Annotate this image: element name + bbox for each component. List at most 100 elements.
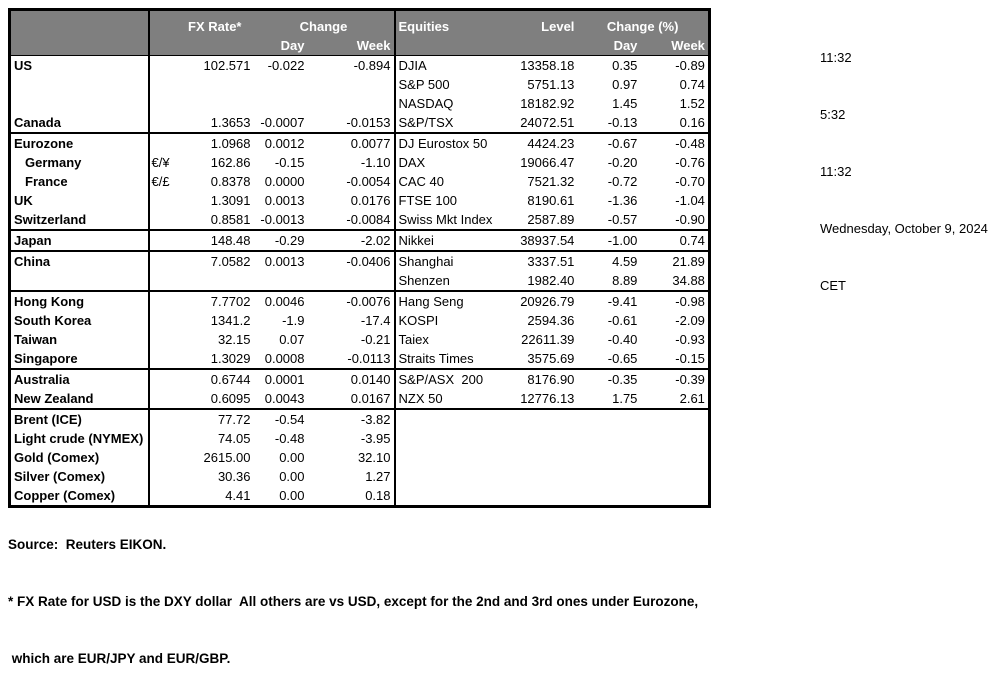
cell-equity-level: 8176.90 bbox=[495, 367, 578, 389]
table-row: Silver (Comex) 30.36 0.00 1.27 bbox=[9, 466, 710, 486]
cell-fx-rate: 0.8378 bbox=[210, 173, 251, 189]
cell-equity-week: -0.70 bbox=[675, 173, 705, 189]
cell-label: UK bbox=[9, 190, 150, 210]
cell-fx-rate: 1.3029 bbox=[210, 350, 251, 366]
cell-equity-level: 2587.89 bbox=[527, 211, 575, 227]
cell-fx-rate: 77.72 bbox=[176, 407, 254, 429]
header-equity-day: Day bbox=[577, 35, 641, 56]
cell-pair bbox=[148, 131, 177, 153]
cell-fx-week: -0.0406 bbox=[307, 249, 396, 271]
table-row: China 7.0582 0.0013 -0.0406 Shanghai 3337.51 4… bbox=[9, 249, 710, 271]
cell-fx-day: 0.07 bbox=[279, 331, 305, 347]
cell-fx-day: 0.00 bbox=[279, 449, 305, 465]
cell-equity-level: 38937.54 bbox=[495, 228, 578, 251]
header-row-2: Day Week Day Week bbox=[9, 35, 710, 56]
cell-fx-rate: 30.36 bbox=[217, 468, 251, 484]
cell-fx-week: 0.0176 bbox=[307, 190, 396, 210]
cell-equity-day: 1.45 bbox=[612, 95, 638, 111]
cell-fx-rate bbox=[177, 75, 254, 94]
cell-equity-name: FTSE 100 bbox=[398, 192, 458, 208]
cell-fx-rate: 7.0582 bbox=[176, 249, 254, 271]
cell-fx-rate: 7.7702 bbox=[176, 289, 254, 311]
cell-equity-level bbox=[495, 448, 577, 467]
header-blank-cell bbox=[9, 35, 150, 56]
cell-fx-week: -0.0153 bbox=[307, 112, 396, 133]
cell-equity-level: 22611.39 bbox=[521, 331, 575, 347]
footnotes: Source: Reuters EIKON. * FX Rate for USD… bbox=[8, 497, 698, 687]
cell-equity-week bbox=[640, 467, 709, 486]
fx-note-line-1: * FX Rate for USD is the DXY dollar All … bbox=[8, 594, 699, 609]
cell-fx-week: 0.0167 bbox=[307, 388, 396, 409]
header-blank-cell bbox=[394, 35, 496, 56]
cell-pair bbox=[149, 389, 177, 409]
cell-equity-week: 2.61 bbox=[679, 390, 705, 406]
cell-equity-day: -0.40 bbox=[607, 331, 638, 347]
cell-pair bbox=[148, 249, 177, 271]
cell-equity-day: 1.75 bbox=[612, 390, 638, 406]
cell-label: Eurozone bbox=[9, 131, 150, 153]
cell-label bbox=[9, 74, 150, 94]
cell-label: Silver (Comex) bbox=[9, 466, 150, 486]
cell-fx-day: -1.9 bbox=[282, 312, 305, 328]
cell-fx-week: 32.10 bbox=[307, 447, 396, 467]
header-change: Change bbox=[253, 9, 396, 36]
cell-fx-week: -0.894 bbox=[307, 55, 396, 75]
table-row: S&P 500 5751.13 0.97 0.74 bbox=[9, 74, 710, 94]
cell-fx-day: 0.00 bbox=[279, 487, 305, 503]
cell-equity-week: 1.52 bbox=[679, 95, 705, 111]
table-row: Germany €/¥ 162.86 -0.15 -1.10 DAX 19066.47 -0.… bbox=[9, 152, 710, 172]
header-fx-day: Day bbox=[253, 35, 308, 56]
table-row: Brent (ICE) 77.72 -0.54 -3.82 bbox=[9, 407, 710, 429]
cell-equity-level: 7521.32 bbox=[527, 173, 575, 189]
cell-label: Hong Kong bbox=[9, 289, 150, 311]
cell-fx-week: -2.02 bbox=[307, 228, 396, 251]
cell-pair bbox=[149, 429, 177, 448]
cell-equity-level: 3575.69 bbox=[527, 350, 575, 366]
cell-label bbox=[9, 93, 150, 113]
cell-fx-week: -17.4 bbox=[307, 310, 396, 330]
cell-fx-rate: 102.571 bbox=[203, 57, 251, 73]
table-row: Hong Kong 7.7702 0.0046 -0.0076 Hang Seng 209… bbox=[9, 289, 710, 311]
cell-equity-level: 18182.92 bbox=[520, 95, 575, 111]
cell-fx-rate: 0.6744 bbox=[176, 367, 254, 389]
cell-equity-level bbox=[495, 407, 578, 429]
header-fx-rate: FX Rate* bbox=[148, 9, 254, 36]
cell-equity-day: 8.89 bbox=[612, 272, 638, 288]
cell-equity-name: DAX bbox=[398, 154, 426, 170]
cell-pair bbox=[149, 210, 177, 230]
cell-label: Taiwan bbox=[9, 329, 150, 349]
cell-equity-week: 0.74 bbox=[679, 76, 705, 92]
cell-equity-level: 24072.51 bbox=[520, 114, 575, 130]
cell-equity-week: -0.93 bbox=[675, 331, 705, 347]
cell-fx-week: -0.0076 bbox=[307, 289, 396, 311]
cell-equity-day: -0.72 bbox=[607, 173, 638, 189]
header-level: Level bbox=[495, 9, 578, 36]
cell-fx-day bbox=[254, 94, 308, 113]
table-row: Eurozone 1.0968 0.0012 0.0077 DJ Eurostox 50… bbox=[9, 131, 710, 153]
cell-fx-day: 0.00 bbox=[279, 468, 305, 484]
table-header: FX Rate* Change Equities Level Change (%… bbox=[9, 9, 710, 56]
cell-pair bbox=[149, 311, 177, 330]
timestamp-line: 5:32 bbox=[820, 107, 846, 122]
cell-equity-name: S&P/ASX 200 bbox=[394, 367, 496, 389]
cell-equity-week: -0.90 bbox=[675, 211, 705, 227]
cell-equity-day: 0.97 bbox=[612, 76, 638, 92]
table-row: Canada 1.3653 -0.0007 -0.0153 S&P/TSX 24072.5… bbox=[9, 112, 710, 133]
cell-equity-day: -0.57 bbox=[607, 211, 638, 227]
cell-equity-name: S&P/TSX bbox=[398, 114, 454, 130]
cell-label: New Zealand bbox=[9, 388, 150, 409]
cell-equity-level: 19066.47 bbox=[520, 154, 575, 170]
cell-fx-week: 0.18 bbox=[307, 485, 396, 506]
cell-equity-name: Straits Times bbox=[398, 350, 474, 366]
cell-fx-day bbox=[254, 271, 308, 291]
cell-pair bbox=[149, 349, 177, 369]
table-row: New Zealand 0.6095 0.0043 0.0167 NZX 50 12776… bbox=[9, 388, 710, 409]
cell-label: France bbox=[9, 171, 150, 191]
cell-fx-week: -3.95 bbox=[307, 428, 396, 448]
cell-fx-day: 0.0001 bbox=[253, 367, 308, 389]
cell-equity-name bbox=[394, 407, 496, 429]
cell-equity-week bbox=[640, 429, 709, 448]
cell-equity-day: 4.59 bbox=[577, 249, 641, 271]
cell-fx-rate bbox=[177, 271, 254, 291]
cell-fx-day: 0.0000 bbox=[264, 173, 305, 189]
